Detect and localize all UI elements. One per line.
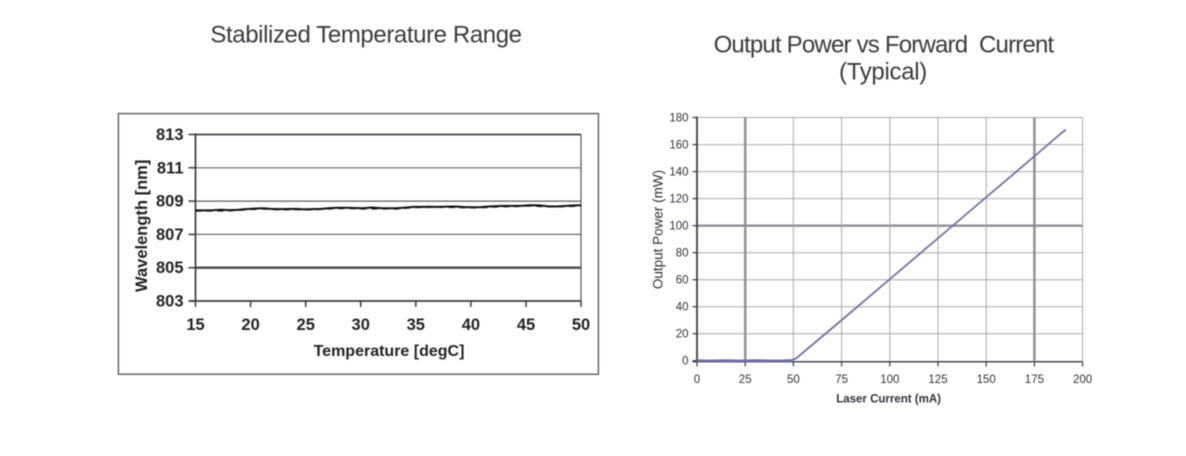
svg-text:Output Power vs Forward Curre: Output Power vs Forward Current [714, 31, 1055, 58]
svg-text:0: 0 [682, 356, 688, 368]
svg-text:150: 150 [977, 374, 996, 386]
svg-text:803: 803 [156, 293, 184, 311]
svg-text:805: 805 [156, 259, 184, 277]
svg-text:175: 175 [1025, 374, 1044, 386]
svg-text:15: 15 [186, 316, 204, 334]
svg-text:45: 45 [517, 316, 535, 334]
svg-text:140: 140 [669, 167, 688, 179]
svg-text:200: 200 [1073, 374, 1092, 386]
svg-text:100: 100 [669, 221, 688, 233]
svg-text:35: 35 [407, 316, 425, 334]
svg-text:75: 75 [835, 374, 848, 386]
svg-text:180: 180 [669, 113, 688, 125]
svg-text:80: 80 [676, 248, 689, 260]
svg-text:125: 125 [928, 374, 947, 386]
svg-text:30: 30 [352, 316, 370, 334]
svg-text:60: 60 [676, 275, 689, 287]
svg-text:25: 25 [739, 374, 752, 386]
svg-text:Wavelength [nm]: Wavelength [nm] [133, 160, 151, 292]
svg-text:Laser Current (mA): Laser Current (mA) [836, 394, 941, 406]
svg-text:120: 120 [669, 194, 688, 206]
svg-text:50: 50 [572, 316, 590, 334]
svg-text:Stabilized Temperature Range: Stabilized Temperature Range [210, 21, 521, 48]
svg-text:811: 811 [157, 159, 184, 177]
svg-text:(Typical): (Typical) [839, 58, 927, 85]
svg-text:20: 20 [241, 316, 259, 334]
svg-text:40: 40 [462, 316, 480, 334]
svg-text:40: 40 [676, 302, 689, 314]
svg-text:25: 25 [297, 316, 315, 334]
svg-text:20: 20 [676, 329, 689, 341]
svg-text:809: 809 [156, 193, 184, 211]
svg-text:807: 807 [156, 226, 184, 244]
svg-text:Output Power (mW): Output Power (mW) [651, 170, 666, 289]
svg-text:100: 100 [880, 374, 899, 386]
svg-text:50: 50 [787, 374, 800, 386]
svg-text:160: 160 [669, 140, 688, 152]
svg-text:813: 813 [156, 126, 184, 144]
svg-text:0: 0 [694, 374, 700, 386]
svg-text:Temperature [degC]: Temperature [degC] [314, 343, 465, 360]
